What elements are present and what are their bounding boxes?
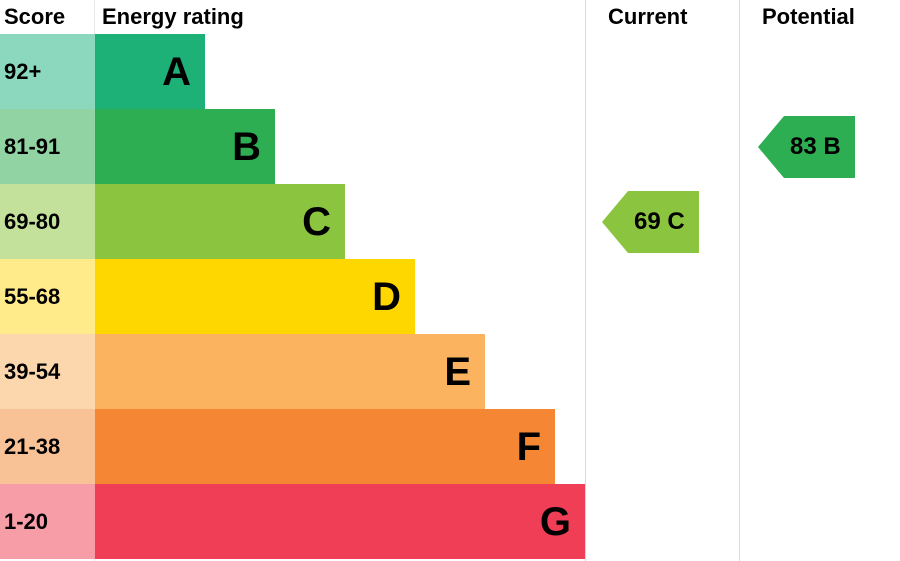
score-cell-e: 39-54	[0, 334, 95, 409]
rating-bar-e: E	[95, 334, 485, 409]
rating-bar-c: C	[95, 184, 345, 259]
pointer-current-label: 69 C	[628, 191, 699, 253]
score-cell-f: 21-38	[0, 409, 95, 484]
pointer-potential-label: 83 B	[784, 116, 855, 178]
header-current: Current	[608, 0, 687, 34]
rating-bar-g: G	[95, 484, 585, 559]
energy-rating-chart: Score Energy rating Current Potential 92…	[0, 0, 900, 561]
rating-letter: G	[540, 502, 571, 542]
pointer-potential-arrow	[758, 116, 784, 178]
rating-row-c: 69-80 C	[0, 184, 900, 259]
rating-letter: D	[372, 277, 401, 317]
score-label: 1-20	[4, 509, 48, 535]
rating-letter: E	[444, 352, 471, 392]
rating-letter: B	[232, 127, 261, 167]
rating-bar-a: A	[95, 34, 205, 109]
header-potential: Potential	[762, 0, 855, 34]
rating-row-g: 1-20 G	[0, 484, 900, 559]
rating-letter: F	[517, 427, 541, 467]
rating-bar-b: B	[95, 109, 275, 184]
score-label: 92+	[4, 59, 41, 85]
rating-bar-d: D	[95, 259, 415, 334]
score-cell-c: 69-80	[0, 184, 95, 259]
score-label: 21-38	[4, 434, 60, 460]
rating-letter: C	[302, 202, 331, 242]
header-score: Score	[4, 0, 65, 34]
rating-row-d: 55-68 D	[0, 259, 900, 334]
pointer-current-arrow	[602, 191, 628, 253]
rating-row-e: 39-54 E	[0, 334, 900, 409]
score-cell-g: 1-20	[0, 484, 95, 559]
rating-letter: A	[162, 52, 191, 92]
pointer-current: 69 C	[602, 191, 699, 253]
score-cell-d: 55-68	[0, 259, 95, 334]
score-cell-b: 81-91	[0, 109, 95, 184]
score-label: 55-68	[4, 284, 60, 310]
score-label: 39-54	[4, 359, 60, 385]
score-label: 81-91	[4, 134, 60, 160]
score-cell-a: 92+	[0, 34, 95, 109]
header-rating: Energy rating	[102, 0, 244, 34]
rating-row-a: 92+ A	[0, 34, 900, 109]
rating-row-f: 21-38 F	[0, 409, 900, 484]
pointer-potential: 83 B	[758, 116, 855, 178]
score-label: 69-80	[4, 209, 60, 235]
rating-bar-f: F	[95, 409, 555, 484]
